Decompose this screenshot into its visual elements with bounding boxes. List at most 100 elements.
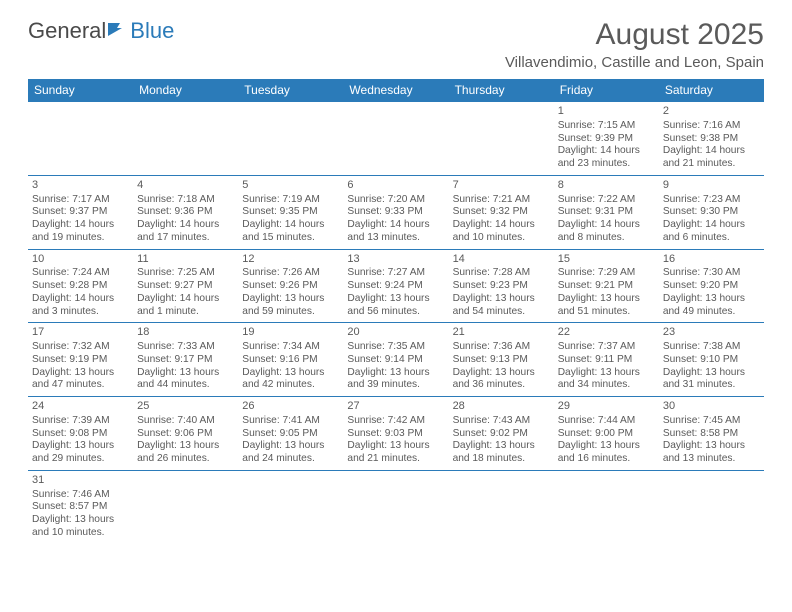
weekday-sunday: Sunday [28,79,133,102]
day-number: 5 [242,179,339,193]
flag-icon [108,18,128,44]
day-cell: 25Sunrise: 7:40 AMSunset: 9:06 PMDayligh… [133,397,238,471]
daylight-text: Daylight: 14 hours and 23 minutes. [558,145,655,171]
daylight-text: Daylight: 13 hours and 56 minutes. [347,293,444,319]
sunrise-text: Sunrise: 7:17 AM [32,194,129,207]
location-text: Villavendimio, Castille and Leon, Spain [505,54,764,71]
sunrise-text: Sunrise: 7:36 AM [453,341,550,354]
sunset-text: Sunset: 9:31 PM [558,206,655,219]
day-cell: 30Sunrise: 7:45 AMSunset: 8:58 PMDayligh… [659,397,764,471]
calendar-table: SundayMondayTuesdayWednesdayThursdayFrid… [28,79,764,544]
sunrise-text: Sunrise: 7:40 AM [137,415,234,428]
empty-cell [133,470,238,543]
sunset-text: Sunset: 9:36 PM [137,206,234,219]
sunset-text: Sunset: 9:06 PM [137,428,234,441]
sunset-text: Sunset: 9:24 PM [347,280,444,293]
day-number: 21 [453,326,550,340]
day-cell: 18Sunrise: 7:33 AMSunset: 9:17 PMDayligh… [133,323,238,397]
sunrise-text: Sunrise: 7:32 AM [32,341,129,354]
day-number: 26 [242,400,339,414]
sunset-text: Sunset: 9:37 PM [32,206,129,219]
calendar-body: 1Sunrise: 7:15 AMSunset: 9:39 PMDaylight… [28,102,764,544]
daylight-text: Daylight: 13 hours and 39 minutes. [347,367,444,393]
header-right: August 2025 Villavendimio, Castille and … [505,18,764,71]
sunrise-text: Sunrise: 7:16 AM [663,120,760,133]
day-cell: 10Sunrise: 7:24 AMSunset: 9:28 PMDayligh… [28,249,133,323]
empty-cell [238,470,343,543]
sunrise-text: Sunrise: 7:46 AM [32,489,129,502]
sunset-text: Sunset: 9:33 PM [347,206,444,219]
day-number: 12 [242,253,339,267]
day-cell: 17Sunrise: 7:32 AMSunset: 9:19 PMDayligh… [28,323,133,397]
logo: General Blue [28,18,174,44]
day-number: 16 [663,253,760,267]
sunset-text: Sunset: 9:16 PM [242,354,339,367]
sunset-text: Sunset: 9:28 PM [32,280,129,293]
daylight-text: Daylight: 14 hours and 10 minutes. [453,219,550,245]
day-number: 3 [32,179,129,193]
sunrise-text: Sunrise: 7:45 AM [663,415,760,428]
sunrise-text: Sunrise: 7:43 AM [453,415,550,428]
day-cell: 7Sunrise: 7:21 AMSunset: 9:32 PMDaylight… [449,175,554,249]
sunset-text: Sunset: 9:03 PM [347,428,444,441]
day-number: 20 [347,326,444,340]
sunset-text: Sunset: 9:14 PM [347,354,444,367]
sunset-text: Sunset: 9:05 PM [242,428,339,441]
weekday-thursday: Thursday [449,79,554,102]
sunset-text: Sunset: 9:10 PM [663,354,760,367]
daylight-text: Daylight: 13 hours and 42 minutes. [242,367,339,393]
day-number: 30 [663,400,760,414]
daylight-text: Daylight: 13 hours and 59 minutes. [242,293,339,319]
day-number: 14 [453,253,550,267]
sunrise-text: Sunrise: 7:18 AM [137,194,234,207]
day-number: 1 [558,105,655,119]
sunrise-text: Sunrise: 7:22 AM [558,194,655,207]
calendar-row: 3Sunrise: 7:17 AMSunset: 9:37 PM Daylight… [28,175,764,249]
day-cell: 11Sunrise: 7:25 AMSunset: 9:27 PMDayligh… [133,249,238,323]
sunset-text: Sunset: 9:02 PM [453,428,550,441]
day-cell: 13Sunrise: 7:27 AMSunset: 9:24 PMDayligh… [343,249,448,323]
day-number: 23 [663,326,760,340]
empty-cell [554,470,659,543]
day-cell: 3Sunrise: 7:17 AMSunset: 9:37 PMDaylight… [28,175,133,249]
daylight-text: Daylight: 13 hours and 18 minutes. [453,440,550,466]
day-number: 28 [453,400,550,414]
sunrise-text: Sunrise: 7:25 AM [137,267,234,280]
sunset-text: Sunset: 9:27 PM [137,280,234,293]
weekday-saturday: Saturday [659,79,764,102]
sunset-text: Sunset: 9:30 PM [663,206,760,219]
day-cell: 26Sunrise: 7:41 AMSunset: 9:05 PMDayligh… [238,397,343,471]
page-header: General Blue August 2025 Villavendimio, … [0,0,792,79]
sunrise-text: Sunrise: 7:21 AM [453,194,550,207]
empty-cell [238,102,343,176]
day-number: 22 [558,326,655,340]
sunset-text: Sunset: 9:39 PM [558,133,655,146]
daylight-text: Daylight: 13 hours and 51 minutes. [558,293,655,319]
day-number: 15 [558,253,655,267]
sunset-text: Sunset: 9:35 PM [242,206,339,219]
month-title: August 2025 [505,18,764,52]
sunset-text: Sunset: 9:21 PM [558,280,655,293]
sunrise-text: Sunrise: 7:29 AM [558,267,655,280]
daylight-text: Daylight: 14 hours and 15 minutes. [242,219,339,245]
empty-cell [449,102,554,176]
sunset-text: Sunset: 9:26 PM [242,280,339,293]
sunrise-text: Sunrise: 7:42 AM [347,415,444,428]
daylight-text: Daylight: 13 hours and 31 minutes. [663,367,760,393]
day-cell: 23Sunrise: 7:38 AMSunset: 9:10 PMDayligh… [659,323,764,397]
daylight-text: Daylight: 13 hours and 34 minutes. [558,367,655,393]
sunrise-text: Sunrise: 7:19 AM [242,194,339,207]
day-number: 6 [347,179,444,193]
sunrise-text: Sunrise: 7:37 AM [558,341,655,354]
day-cell: 1Sunrise: 7:15 AMSunset: 9:39 PMDaylight… [554,102,659,176]
day-cell: 29Sunrise: 7:44 AMSunset: 9:00 PMDayligh… [554,397,659,471]
sunset-text: Sunset: 9:11 PM [558,354,655,367]
sunset-text: Sunset: 9:19 PM [32,354,129,367]
day-cell: 12Sunrise: 7:26 AMSunset: 9:26 PMDayligh… [238,249,343,323]
empty-cell [28,102,133,176]
day-cell: 31Sunrise: 7:46 AMSunset: 8:57 PMDayligh… [28,470,133,543]
sunrise-text: Sunrise: 7:28 AM [453,267,550,280]
calendar-row: 24Sunrise: 7:39 AMSunset: 9:08 PMDayligh… [28,397,764,471]
daylight-text: Daylight: 13 hours and 49 minutes. [663,293,760,319]
daylight-text: Daylight: 13 hours and 44 minutes. [137,367,234,393]
